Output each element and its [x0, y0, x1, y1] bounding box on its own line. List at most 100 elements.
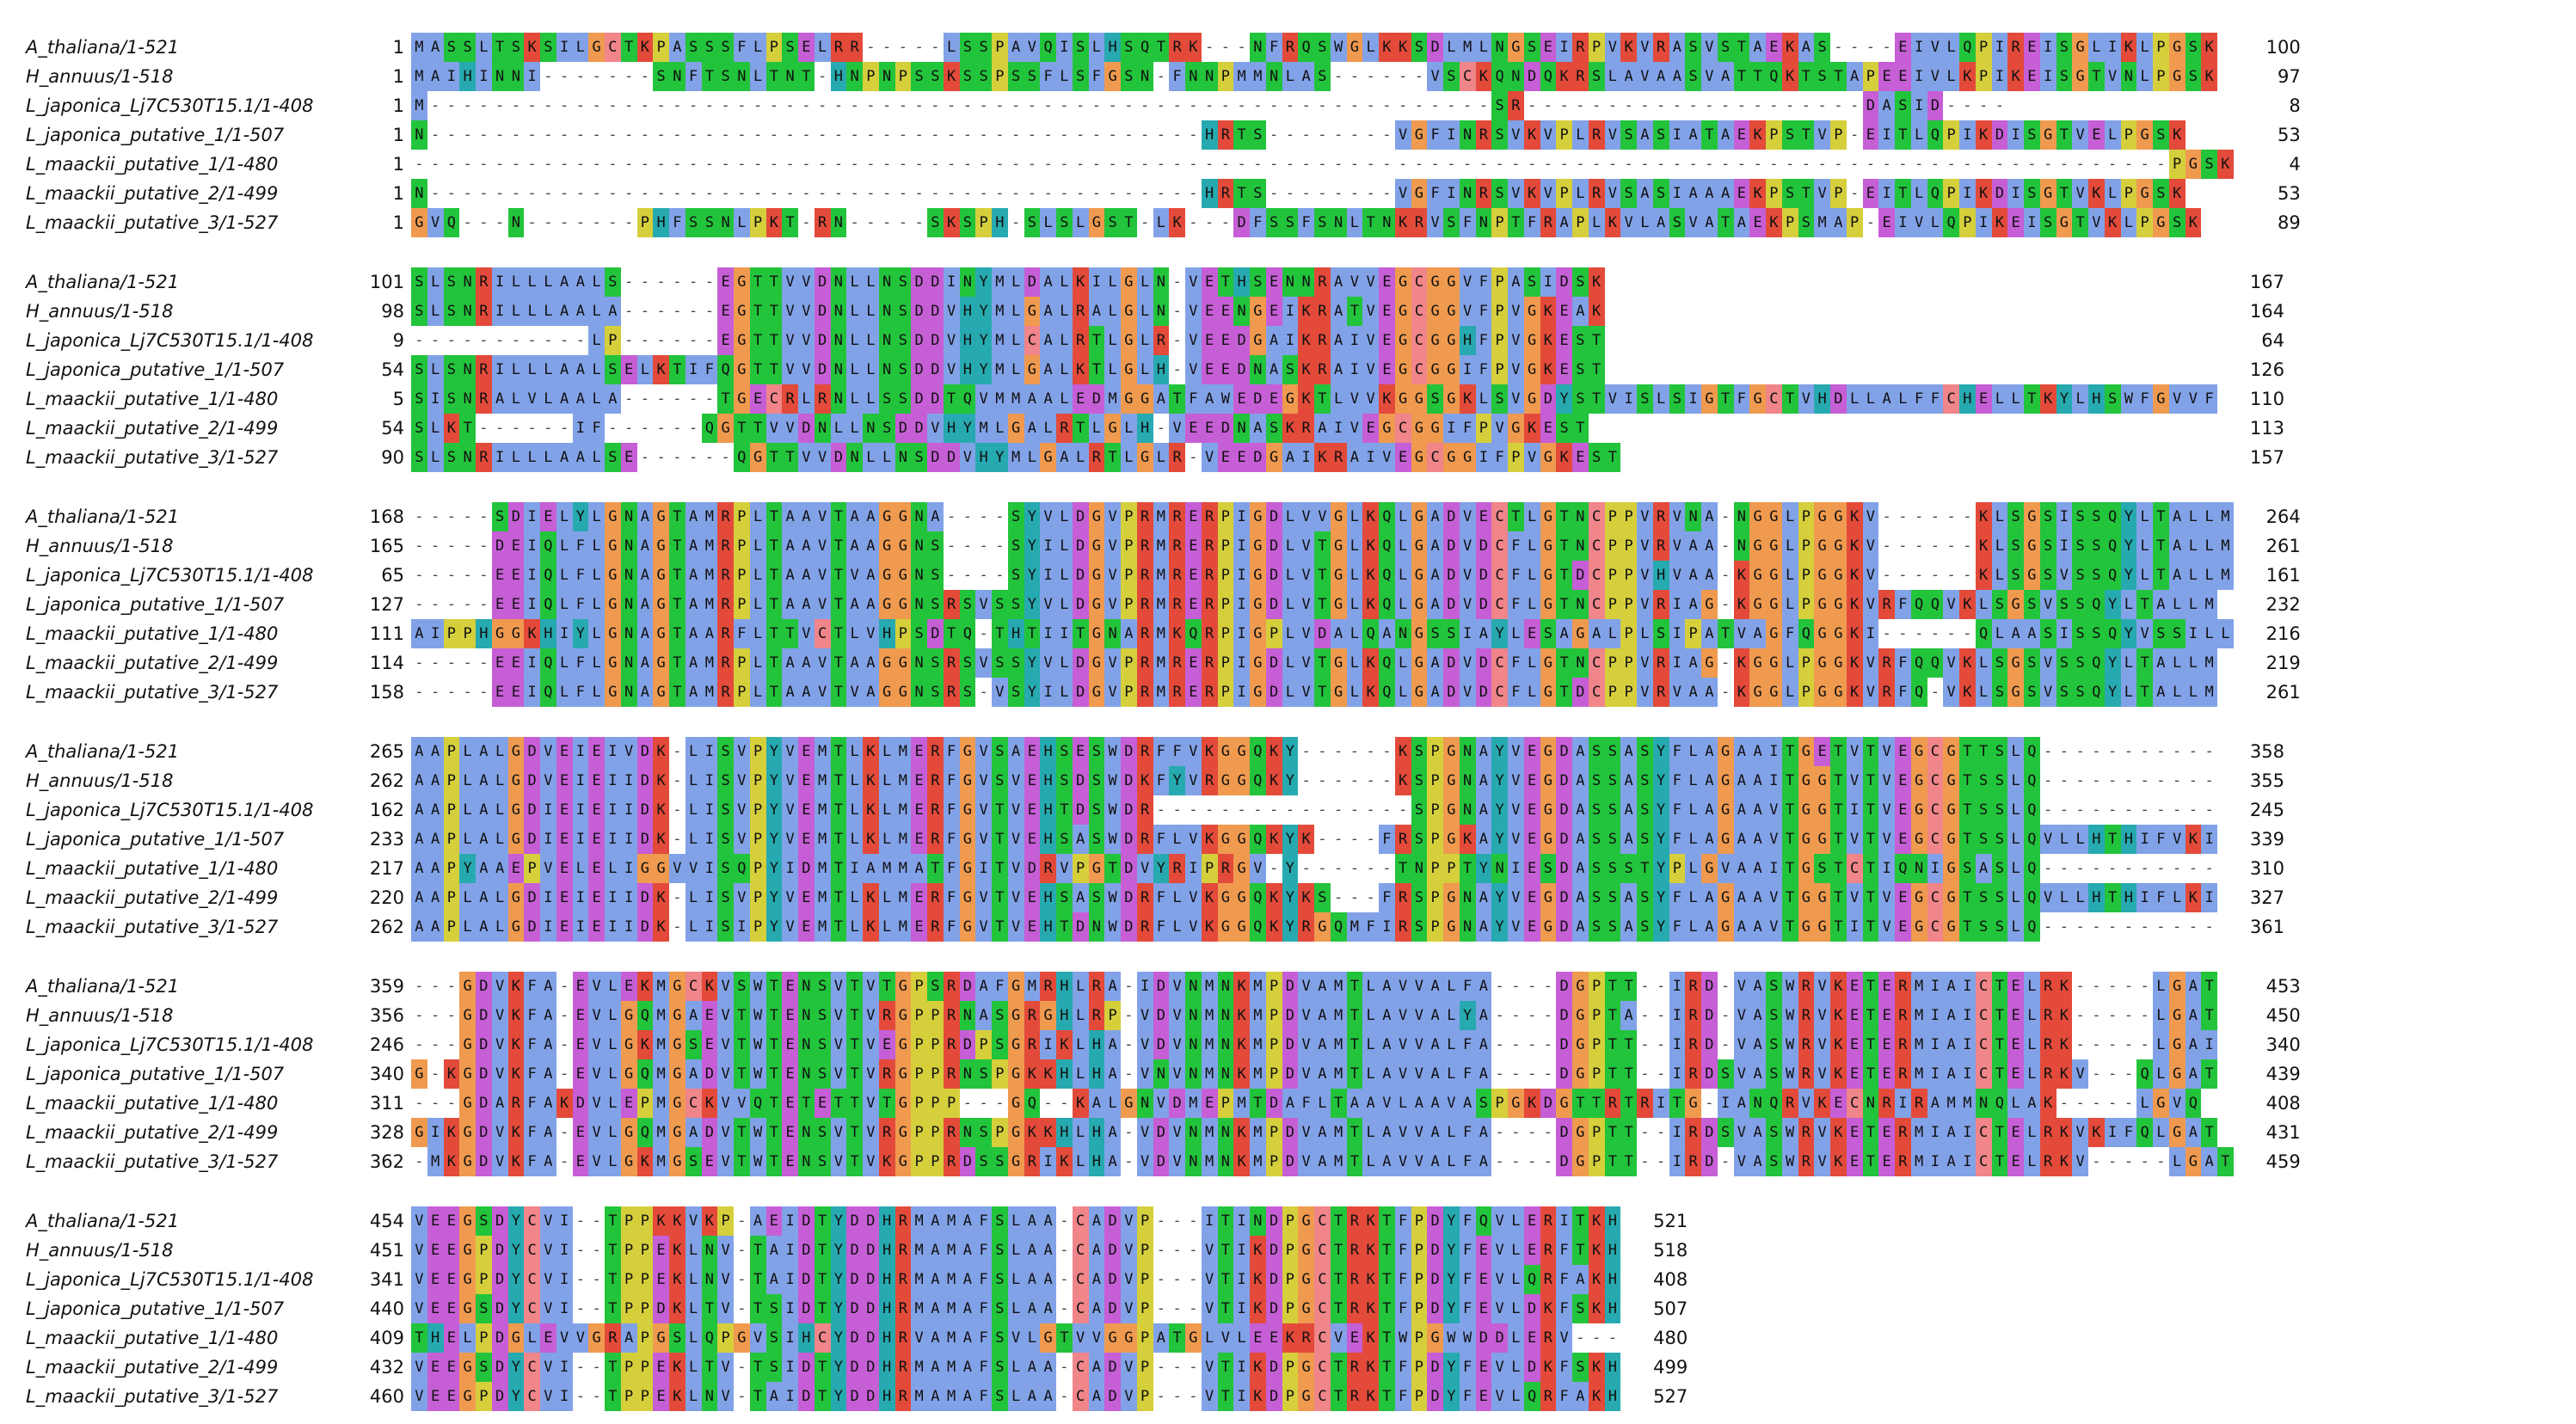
residue: -	[446, 508, 456, 525]
residue: A	[1040, 1265, 1056, 1294]
residue: C	[1927, 766, 1944, 795]
alignment-row: A_thaliana/1-521 265 A A P L A L G D V E I E I V D K - L I S V…	[0, 737, 2576, 766]
residue: V	[1459, 561, 1476, 590]
residue: G	[1717, 912, 1734, 942]
residue: G	[1443, 297, 1460, 326]
residue: V	[1136, 1147, 1153, 1176]
residue: T	[1781, 766, 1798, 795]
residue: L	[685, 1323, 702, 1353]
residue: I	[1878, 854, 1895, 883]
residue: S	[1427, 384, 1443, 414]
residue: T	[765, 443, 783, 472]
residue: E	[911, 737, 927, 766]
residue: D	[1556, 1059, 1572, 1089]
residue: -	[431, 978, 440, 995]
residue: H	[1040, 883, 1056, 912]
residue: -	[1318, 156, 1327, 173]
residue: P	[1121, 502, 1137, 531]
residue: F	[588, 414, 605, 443]
residue: A	[1749, 825, 1766, 854]
residue: I	[1910, 91, 1927, 120]
residue: A	[1475, 912, 1492, 942]
residue: A	[1040, 1294, 1056, 1323]
residue: Q	[1927, 120, 1944, 150]
residue: T	[1104, 854, 1121, 883]
residue: P	[1121, 678, 1137, 707]
residue: -	[1414, 97, 1423, 114]
sequence-name: H_annuus/1-518	[26, 536, 174, 556]
residue: A	[959, 1323, 976, 1353]
residue: D	[1701, 1147, 1718, 1176]
residue: L	[1523, 678, 1540, 707]
residue: G	[1798, 795, 1815, 825]
residue: K	[1072, 355, 1089, 384]
residue: A	[1508, 267, 1524, 297]
residue: E	[701, 1030, 718, 1059]
residue: L	[459, 912, 476, 942]
residue: L	[749, 678, 766, 707]
residue: V	[1136, 1030, 1153, 1059]
residue: T	[2136, 678, 2153, 707]
residue: -	[2140, 772, 2149, 789]
residue: -	[1528, 1153, 1537, 1170]
residue: -	[1657, 1065, 1666, 1083]
alignment-row: L_maackii_putative_1/1-480 217 A A P Y A A E P V E L…	[0, 854, 2576, 883]
residue: G	[1814, 825, 1830, 854]
residue: A	[927, 1323, 944, 1353]
residue: -	[560, 1036, 569, 1053]
residue: V	[1088, 1323, 1105, 1353]
start-position: 217	[369, 858, 404, 879]
residue: S	[685, 1147, 702, 1176]
residue: T	[1314, 590, 1331, 619]
residue: C	[524, 1206, 540, 1236]
residue: K	[653, 825, 669, 854]
residue: K	[1233, 1059, 1250, 1089]
residue: K	[1588, 1294, 1605, 1323]
residue: K	[1362, 561, 1379, 590]
residue: -	[2173, 918, 2182, 936]
residue: L	[2185, 531, 2202, 561]
residue: D	[1491, 1323, 1508, 1353]
residue: V	[1379, 443, 1395, 472]
residue: V	[491, 1030, 508, 1059]
residue: G	[1217, 766, 1234, 795]
residue: -	[2188, 772, 2198, 789]
residue: -	[1528, 156, 1537, 173]
residue: F	[524, 1030, 540, 1059]
residue: -	[1801, 97, 1811, 114]
residue: A	[476, 795, 492, 825]
residue: -	[656, 449, 666, 466]
residue: P	[1556, 179, 1572, 208]
residue: A	[765, 1265, 783, 1294]
residue: N	[798, 972, 815, 1001]
residue: K	[1362, 1265, 1379, 1294]
residue: L	[846, 737, 863, 766]
residue: T	[749, 267, 766, 297]
residue: Q	[1136, 33, 1153, 62]
residue: P	[1265, 619, 1282, 648]
residue: P	[443, 854, 460, 883]
residue: G	[1540, 648, 1557, 678]
residue: L	[588, 326, 605, 355]
residue: A	[2153, 678, 2169, 707]
residue: R	[943, 972, 960, 1001]
residue: A	[1379, 1001, 1395, 1030]
residue: V	[1927, 62, 1944, 91]
residue: L	[1346, 561, 1363, 590]
residue: P	[1766, 179, 1782, 208]
residue: K	[1362, 1382, 1379, 1411]
residue: L	[1523, 648, 1540, 678]
residue: A	[1459, 1089, 1476, 1118]
residue: M	[1910, 1118, 1927, 1147]
residue: F	[1556, 1236, 1572, 1265]
residue: I	[1652, 1089, 1669, 1118]
residue: N	[1491, 854, 1508, 883]
residue: L	[863, 326, 879, 355]
residue: G	[1040, 443, 1056, 472]
residue: L	[2185, 648, 2202, 678]
residue: -	[431, 156, 440, 173]
residue: -	[1640, 156, 1650, 173]
residue: A	[1798, 33, 1815, 62]
residue: S	[2168, 208, 2186, 237]
residue: L	[1362, 1147, 1379, 1176]
